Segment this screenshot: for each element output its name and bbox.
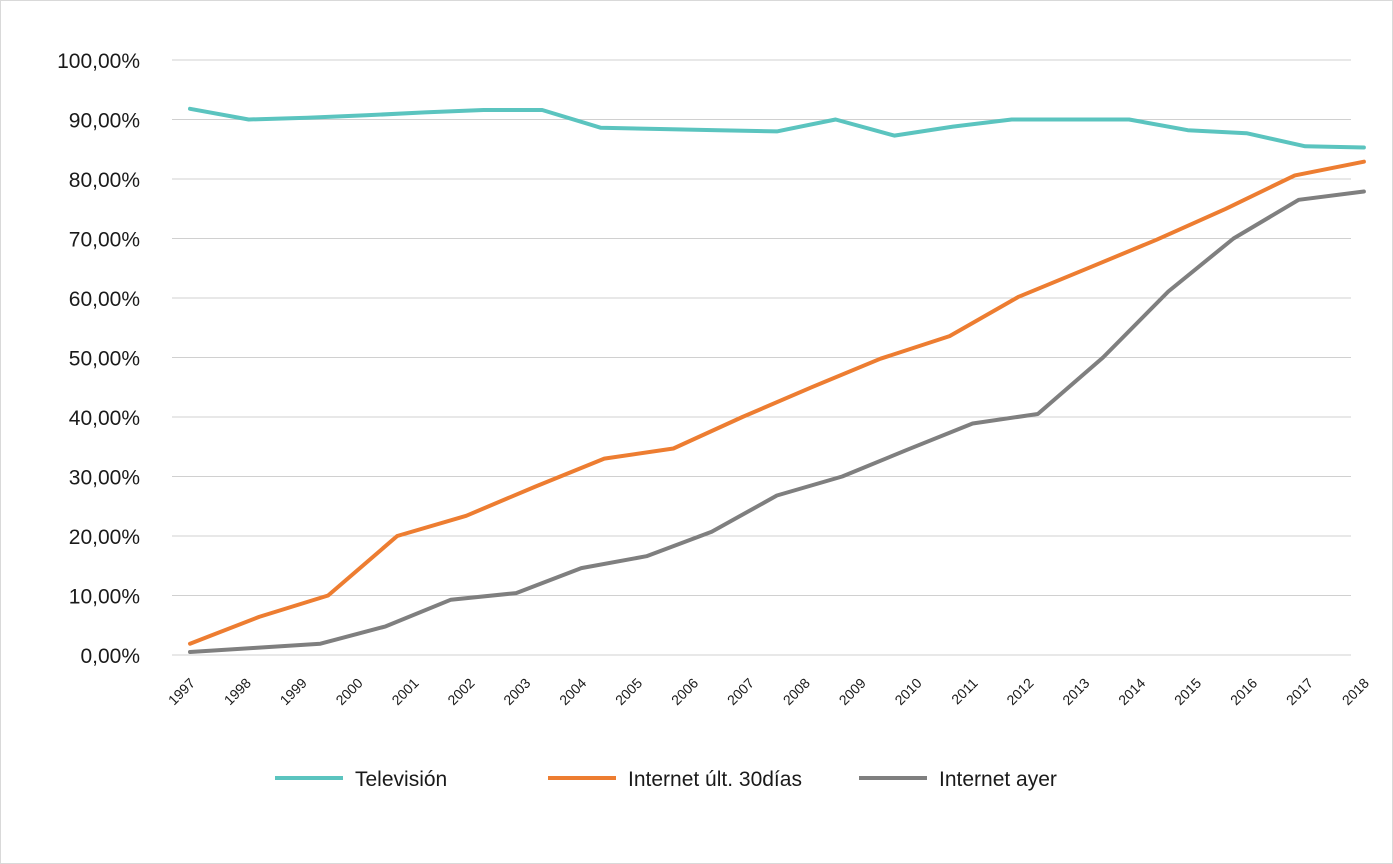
- y-tick-label: 20,00%: [69, 526, 140, 549]
- x-tick-label: 2005: [612, 675, 645, 708]
- x-tick-label: 2015: [1171, 675, 1204, 708]
- x-tick-label: 1998: [221, 675, 254, 708]
- x-tick-label: 2001: [388, 675, 421, 708]
- x-tick-label: 2014: [1115, 675, 1148, 708]
- x-tick-label: 2016: [1227, 675, 1260, 708]
- x-tick-label: 2010: [891, 675, 924, 708]
- x-tick-label: 1999: [277, 675, 310, 708]
- legend-label-1: Internet últ. 30días: [628, 768, 802, 791]
- legend-label-0: Televisión: [355, 768, 447, 791]
- series-line-0: [188, 106, 1366, 150]
- legend: Televisión Internet últ. 30días Internet a…: [275, 768, 1057, 791]
- x-tick-label: 2004: [556, 675, 589, 708]
- y-tick-label: 80,00%: [69, 169, 140, 192]
- x-tick-label: 2000: [332, 675, 365, 708]
- x-tick-label: 2007: [724, 675, 757, 708]
- x-tick-label: 2008: [780, 675, 813, 708]
- gridlines: [172, 59, 1351, 656]
- x-tick-label: 2006: [668, 675, 701, 708]
- x-tick-label: 2018: [1339, 675, 1372, 708]
- y-tick-label: 30,00%: [69, 467, 140, 490]
- x-tick-label: 2017: [1283, 675, 1316, 708]
- series-line-2: [188, 189, 1366, 654]
- y-tick-label: 10,00%: [69, 586, 140, 609]
- x-tick-label: 1997: [165, 675, 198, 708]
- x-tick-label: 2003: [500, 675, 533, 708]
- x-tick-label: 2002: [444, 675, 477, 708]
- x-tick-label: 2012: [1003, 675, 1036, 708]
- legend-label-2: Internet ayer: [939, 768, 1057, 791]
- x-axis-ticks: 1997 1998 1999 2000 2001 2002 2003 2004 2005 2006…: [165, 675, 1372, 708]
- x-tick-label: 2013: [1059, 675, 1092, 708]
- y-tick-label: 70,00%: [69, 229, 140, 252]
- y-tick-label: 90,00%: [69, 110, 140, 133]
- y-tick-label: 40,00%: [69, 407, 140, 430]
- x-tick-label: 2009: [836, 675, 869, 708]
- series-line-1: [188, 159, 1366, 646]
- y-axis-ticks: 0,00% 10,00% 20,00% 30,00% 40,00% 50,00% 60,00…: [57, 50, 140, 668]
- y-tick-label: 0,00%: [80, 645, 140, 668]
- x-tick-label: 2011: [948, 675, 981, 708]
- series-lines: [188, 106, 1366, 654]
- y-tick-label: 60,00%: [69, 288, 140, 311]
- y-tick-label: 100,00%: [57, 50, 140, 73]
- y-tick-label: 50,00%: [69, 348, 140, 371]
